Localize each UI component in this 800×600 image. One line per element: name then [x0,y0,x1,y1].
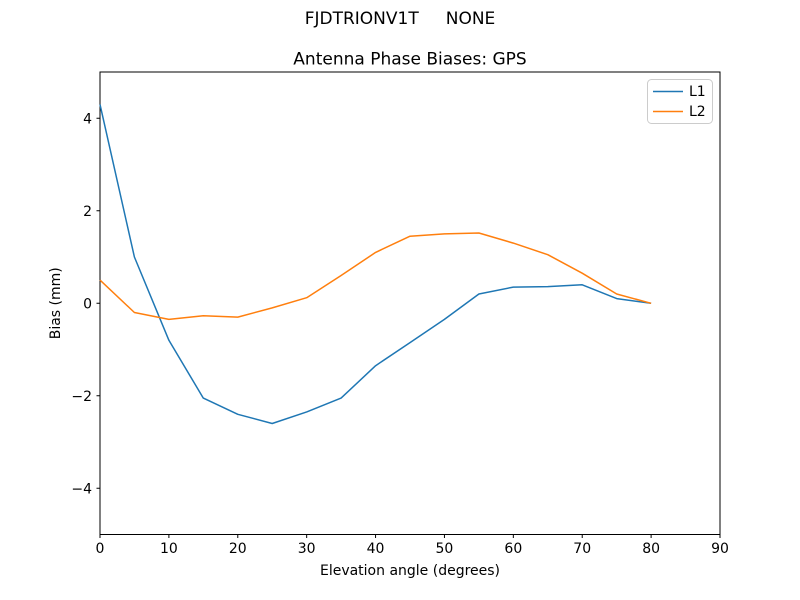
x-tick-label: 40 [367,541,385,557]
l2-line [99,232,652,321]
x-tick-label: 50 [436,541,454,557]
x-tick-label: 0 [96,541,105,557]
x-tick-label: 60 [504,541,522,557]
y-tick-label: −2 [71,389,92,405]
axes-frame [99,71,721,535]
y-tick-label: 2 [83,204,92,220]
y-tick-label: 0 [83,296,92,312]
y-tick-label: 4 [83,111,92,127]
x-tick-label: 90 [711,541,729,557]
chart-title: Antenna Phase Biases: GPS [293,50,526,70]
x-tick-label: 70 [573,541,591,557]
x-axis-label: Elevation angle (degrees) [320,563,500,579]
x-tick-label: 10 [160,541,178,557]
x-tick-label: 80 [642,541,660,557]
x-tick-label: 20 [229,541,247,557]
legend-box [647,79,713,124]
legend-label-l2: L2 [689,104,706,120]
y-axis-label: Bias (mm) [48,267,64,339]
y-tick-label: −4 [71,481,92,497]
legend-label-l1: L1 [689,84,706,100]
x-tick-label: 30 [298,541,316,557]
l1-line [99,104,652,425]
figure-suptitle: FJDTRIONV1T NONE [304,9,496,29]
